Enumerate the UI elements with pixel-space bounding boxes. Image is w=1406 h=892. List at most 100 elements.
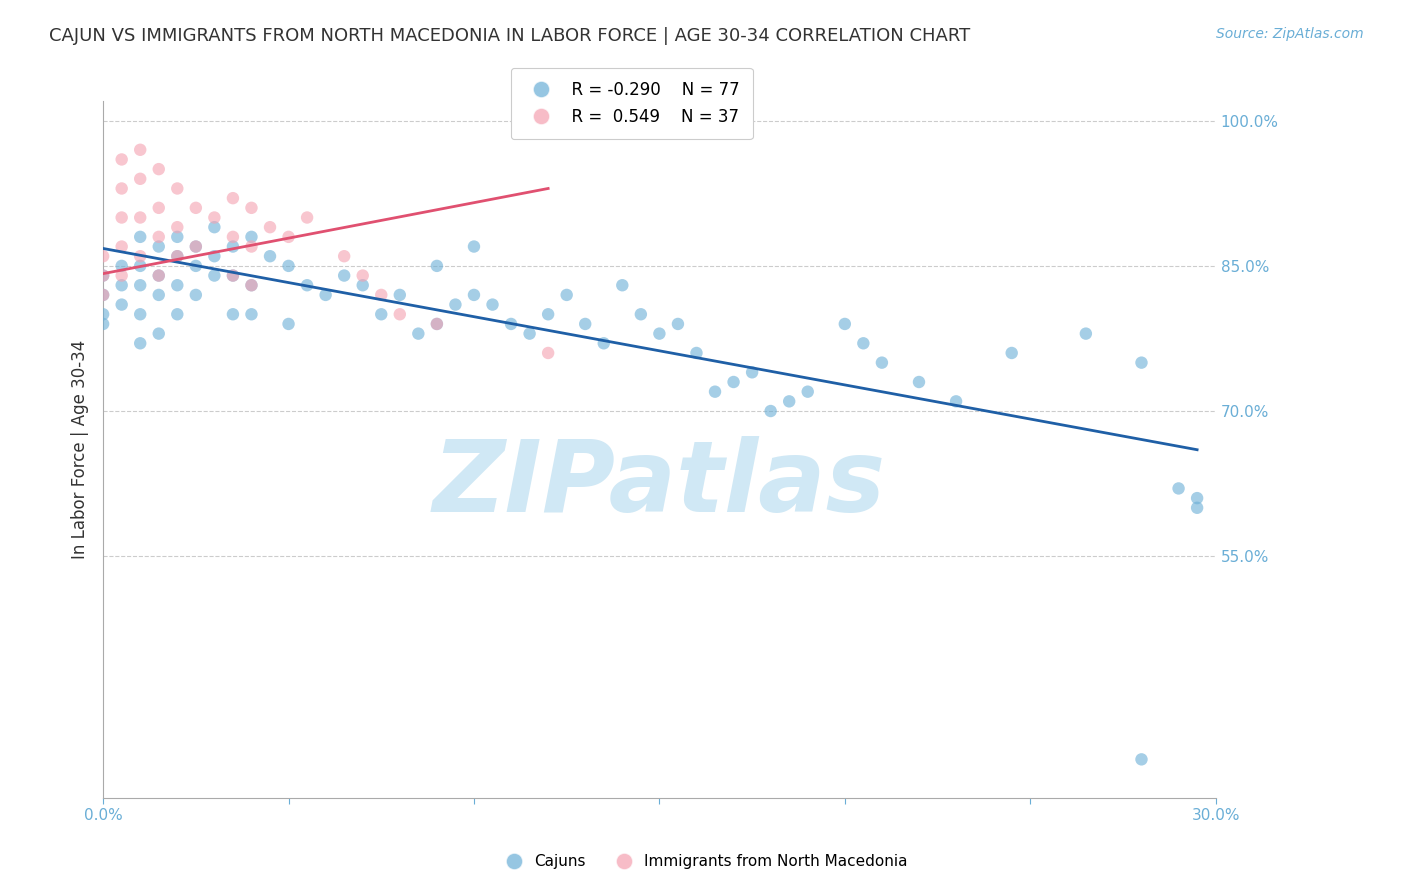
Point: [222, 307, 245, 321]
Point: [202, 249, 225, 263]
Point: [148, 268, 170, 283]
Point: [222, 268, 245, 283]
Text: ZIPatlas: ZIPatlas: [433, 436, 886, 533]
Point: [111, 239, 134, 253]
Point: [184, 288, 207, 302]
Point: [184, 259, 207, 273]
Point: [129, 171, 152, 186]
Point: [202, 220, 225, 235]
Point: [129, 143, 152, 157]
Point: [1185, 491, 1208, 505]
Point: [537, 307, 560, 321]
Point: [129, 336, 152, 351]
Point: [945, 394, 967, 409]
Point: [1167, 482, 1189, 496]
Point: [222, 230, 245, 244]
Text: Source: ZipAtlas.com: Source: ZipAtlas.com: [1216, 27, 1364, 41]
Point: [519, 326, 541, 341]
Point: [129, 230, 152, 244]
Point: [111, 153, 134, 167]
Point: [1130, 356, 1153, 370]
Point: [426, 317, 449, 331]
Point: [723, 375, 745, 389]
Point: [666, 317, 689, 331]
Point: [1130, 752, 1153, 766]
Point: [259, 249, 281, 263]
Point: [277, 259, 299, 273]
Y-axis label: In Labor Force | Age 30-34: In Labor Force | Age 30-34: [72, 340, 89, 559]
Point: [426, 317, 449, 331]
Point: [166, 230, 188, 244]
Point: [295, 211, 318, 225]
Point: [111, 259, 134, 273]
Point: [240, 201, 263, 215]
Point: [499, 317, 522, 331]
Point: [555, 288, 578, 302]
Point: [129, 307, 152, 321]
Point: [741, 365, 763, 379]
Point: [91, 249, 114, 263]
Point: [426, 259, 449, 273]
Point: [778, 394, 800, 409]
Point: [277, 317, 299, 331]
Point: [166, 249, 188, 263]
Point: [834, 317, 856, 331]
Point: [295, 278, 318, 293]
Point: [240, 230, 263, 244]
Point: [1185, 500, 1208, 515]
Point: [333, 249, 356, 263]
Point: [111, 278, 134, 293]
Point: [592, 336, 614, 351]
Point: [166, 307, 188, 321]
Point: [166, 181, 188, 195]
Point: [148, 201, 170, 215]
Point: [1001, 346, 1024, 360]
Point: [184, 201, 207, 215]
Point: [91, 288, 114, 302]
Point: [240, 307, 263, 321]
Point: [202, 211, 225, 225]
Point: [148, 326, 170, 341]
Point: [148, 239, 170, 253]
Point: [704, 384, 727, 399]
Point: [370, 288, 392, 302]
Point: [148, 162, 170, 177]
Point: [463, 239, 485, 253]
Point: [537, 346, 560, 360]
Point: [612, 278, 634, 293]
Point: [796, 384, 818, 399]
Point: [166, 249, 188, 263]
Legend:   R = -0.290    N = 77,   R =  0.549    N = 37: R = -0.290 N = 77, R = 0.549 N = 37: [510, 68, 752, 139]
Point: [388, 288, 411, 302]
Point: [202, 268, 225, 283]
Point: [129, 259, 152, 273]
Point: [648, 326, 671, 341]
Point: [184, 239, 207, 253]
Point: [240, 239, 263, 253]
Point: [111, 211, 134, 225]
Point: [444, 297, 467, 311]
Point: [574, 317, 596, 331]
Point: [148, 288, 170, 302]
Point: [1074, 326, 1097, 341]
Text: CAJUN VS IMMIGRANTS FROM NORTH MACEDONIA IN LABOR FORCE | AGE 30-34 CORRELATION : CAJUN VS IMMIGRANTS FROM NORTH MACEDONIA…: [49, 27, 970, 45]
Point: [222, 191, 245, 205]
Point: [481, 297, 503, 311]
Point: [184, 239, 207, 253]
Point: [908, 375, 931, 389]
Point: [129, 211, 152, 225]
Point: [852, 336, 875, 351]
Point: [166, 278, 188, 293]
Point: [222, 268, 245, 283]
Point: [148, 230, 170, 244]
Point: [166, 220, 188, 235]
Point: [352, 268, 374, 283]
Legend: Cajuns, Immigrants from North Macedonia: Cajuns, Immigrants from North Macedonia: [492, 848, 914, 875]
Point: [463, 288, 485, 302]
Point: [91, 307, 114, 321]
Point: [91, 268, 114, 283]
Point: [315, 288, 337, 302]
Point: [111, 268, 134, 283]
Point: [630, 307, 652, 321]
Point: [333, 268, 356, 283]
